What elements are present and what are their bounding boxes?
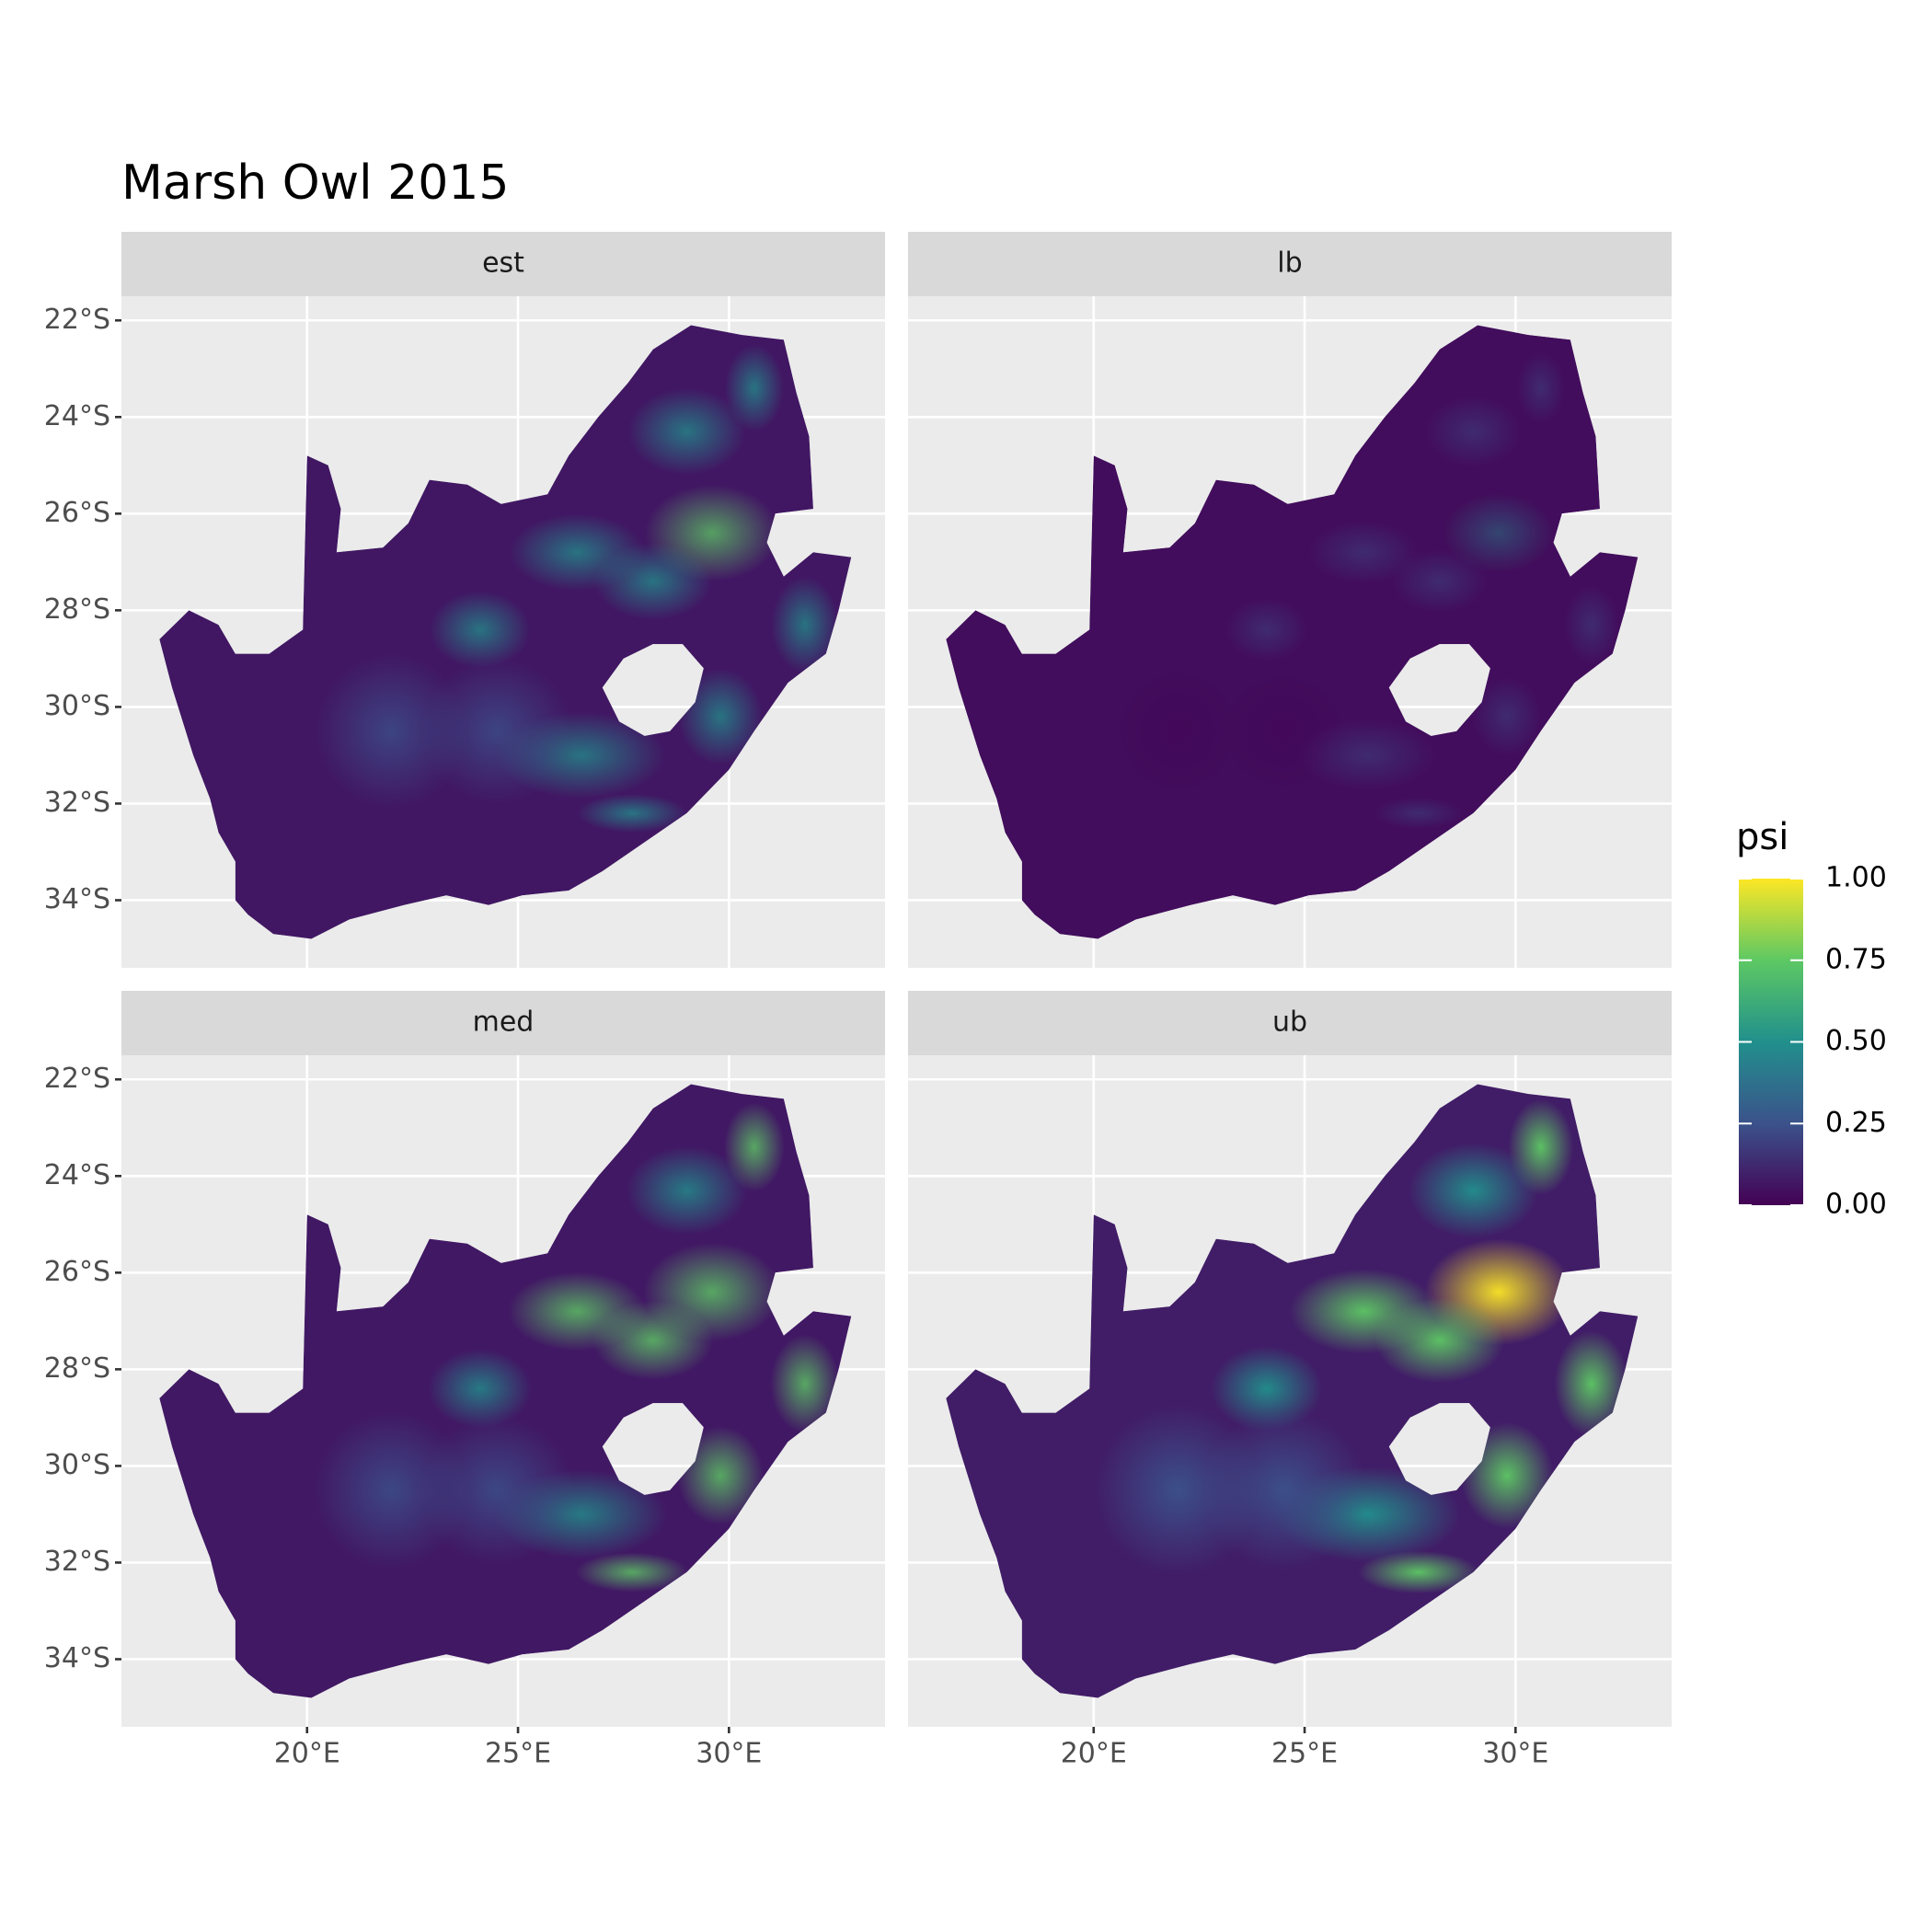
- facet-label: lb: [1277, 247, 1302, 280]
- raster-patch: [575, 1552, 688, 1593]
- y-tick-label: 32°S: [44, 787, 110, 819]
- legend-label: 1.00: [1825, 862, 1887, 894]
- raster-patch: [1374, 1297, 1505, 1384]
- y-tick-label: 26°S: [44, 497, 110, 529]
- raster-patch: [1115, 667, 1241, 795]
- y-tick-label: 34°S: [44, 883, 110, 915]
- y-tick-label: 24°S: [44, 1159, 110, 1191]
- raster-patch: [677, 1426, 765, 1525]
- raster-patch: [593, 542, 712, 620]
- y-tick-label: 32°S: [44, 1546, 110, 1578]
- raster-patch: [1516, 351, 1566, 424]
- raster-patch: [770, 1334, 840, 1433]
- raster-patch: [1390, 549, 1489, 614]
- facet-strip: [121, 232, 885, 296]
- raster-patch: [1408, 1143, 1539, 1239]
- y-tick-label: 24°S: [44, 400, 110, 432]
- raster-patch: [1554, 1330, 1629, 1437]
- legend-label: 0.00: [1825, 1189, 1887, 1221]
- raster-patch: [1424, 396, 1523, 468]
- raster-patch: [1472, 676, 1542, 757]
- raster-patch: [313, 1410, 470, 1570]
- y-tick-label: 30°S: [44, 690, 110, 722]
- raster-patch: [315, 653, 468, 809]
- raster-patch: [1307, 520, 1420, 585]
- y-tick-label: 28°S: [44, 593, 110, 626]
- raster-patch: [724, 344, 784, 432]
- raster-patch: [429, 591, 531, 669]
- raster-patch: [678, 668, 764, 765]
- facet-label: ub: [1272, 1006, 1307, 1039]
- raster-patch: [771, 576, 839, 673]
- x-tick-label: 25°E: [1271, 1738, 1338, 1770]
- raster-patch: [428, 1349, 533, 1429]
- y-tick-label: 22°S: [44, 1063, 110, 1095]
- x-tick-label: 20°E: [274, 1738, 340, 1770]
- y-tick-label: 34°S: [44, 1642, 110, 1674]
- raster-patch: [577, 793, 687, 833]
- raster-patch: [626, 1145, 748, 1236]
- raster-patch: [1211, 1346, 1323, 1432]
- raster-patch: [1221, 671, 1347, 791]
- raster-patch: [1563, 584, 1620, 665]
- x-tick-label: 20°E: [1061, 1738, 1127, 1770]
- x-tick-label: 30°E: [1482, 1738, 1548, 1770]
- raster-patch: [627, 387, 746, 476]
- y-tick-label: 22°S: [44, 304, 110, 336]
- legend-label: 0.75: [1825, 943, 1887, 975]
- legend-title: psi: [1736, 816, 1788, 858]
- raster-patch: [1443, 493, 1555, 573]
- facet-strip: [121, 991, 885, 1055]
- raster-patch: [1373, 797, 1465, 830]
- raster-patch: [420, 658, 573, 804]
- raster-patch: [1358, 1550, 1479, 1594]
- facet-strip: [908, 991, 1672, 1055]
- y-tick-label: 28°S: [44, 1352, 110, 1385]
- x-tick-label: 30°E: [696, 1738, 762, 1770]
- raster-patch: [592, 1300, 714, 1380]
- y-tick-label: 30°S: [44, 1449, 110, 1481]
- raster-patch: [1225, 597, 1309, 662]
- facet-label: med: [473, 1006, 535, 1039]
- legend-label: 0.25: [1825, 1107, 1887, 1139]
- chart-title: Marsh Owl 2015: [121, 155, 509, 211]
- y-tick-label: 26°S: [44, 1256, 110, 1288]
- legend-label: 0.50: [1825, 1025, 1887, 1057]
- x-tick-label: 25°E: [485, 1738, 551, 1770]
- raster-patch: [1094, 1405, 1262, 1576]
- facet-strip: [908, 232, 1672, 296]
- facet-label: est: [482, 247, 524, 280]
